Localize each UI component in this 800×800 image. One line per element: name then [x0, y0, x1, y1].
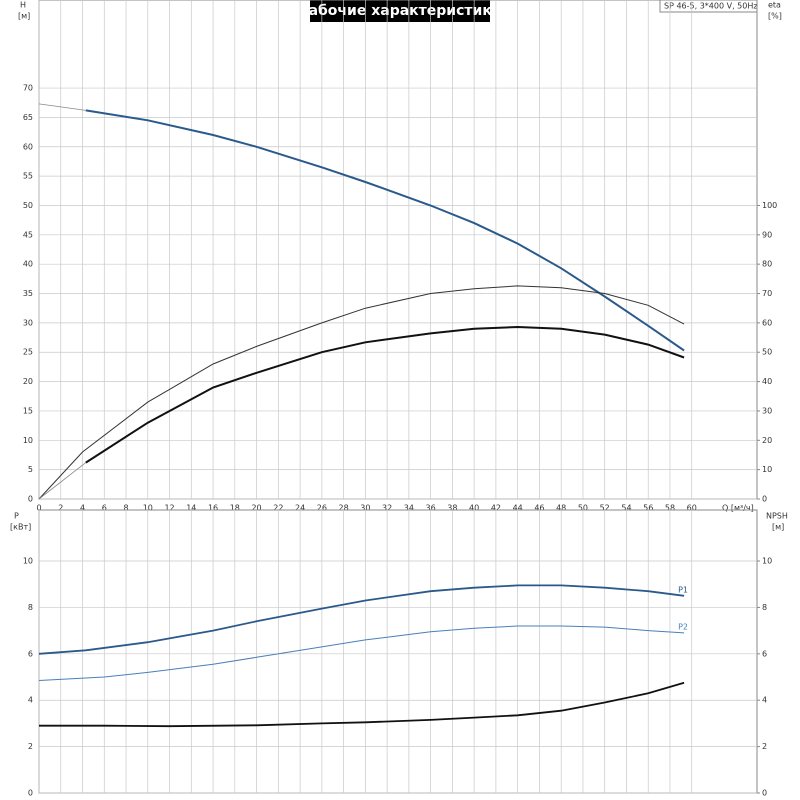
y-tick-label: 5 — [28, 465, 33, 474]
y2-tick-label: 100 — [762, 201, 777, 210]
x-tick-label: 24 — [295, 504, 305, 513]
y-tick-label: 10 — [23, 557, 33, 566]
x-tick-label: 38 — [447, 504, 457, 513]
y-tick-label: 8 — [28, 603, 33, 612]
curve — [38, 584, 685, 655]
x-tick-label: 32 — [382, 504, 392, 513]
x-tick-label: 6 — [102, 504, 107, 513]
y2-tick-label: 80 — [762, 260, 772, 269]
x-tick-label: 30 — [360, 504, 370, 513]
y-tick-label: 30 — [23, 318, 33, 327]
x-tick-label: 12 — [164, 504, 174, 513]
y-label: P — [14, 512, 19, 521]
y-label: H — [20, 1, 26, 10]
y-tick-label: 15 — [23, 406, 33, 415]
plot-area — [38, 509, 758, 794]
y2-tick-label: 40 — [762, 377, 772, 386]
x-tick-label: 50 — [578, 504, 588, 513]
model: SP 46-5, 3*400 V, 50Hz — [664, 2, 758, 11]
x-tick-label: 34 — [404, 504, 414, 513]
y2-tick-label: 0 — [762, 495, 767, 504]
y2-tick-label: 10 — [762, 557, 772, 566]
title-box — [310, 0, 490, 22]
y-tick-label: 35 — [23, 289, 33, 298]
y-tick-label: 50 — [23, 201, 33, 210]
curve — [85, 325, 685, 464]
y-tick-label: 40 — [23, 260, 33, 269]
y2-tick-label: 20 — [762, 436, 772, 445]
y2-tick-label: 10 — [762, 465, 772, 474]
series-label: P1 — [678, 585, 688, 594]
y-tick-label: 70 — [23, 84, 33, 93]
y2-unit: [м] — [772, 523, 784, 532]
y-tick-label: 25 — [23, 348, 33, 357]
y2-tick-label: 4 — [762, 696, 767, 705]
y-tick-label: 4 — [28, 696, 33, 705]
x-tick-label: 8 — [123, 504, 128, 513]
y-tick-label: 6 — [28, 649, 33, 658]
x-label: Q [м³/ч] — [722, 504, 754, 513]
x-tick-label: 58 — [665, 504, 675, 513]
y2-tick-label: 70 — [762, 289, 772, 298]
y-tick-label: 0 — [28, 495, 33, 504]
y2-unit: [%] — [768, 12, 782, 21]
y2-tick-label: 6 — [762, 649, 767, 658]
y-tick-label: 60 — [23, 142, 33, 151]
series-label: P2 — [678, 622, 688, 631]
x-tick-label: 22 — [273, 504, 283, 513]
x-tick-label: 46 — [534, 504, 544, 513]
y-tick-label: 0 — [28, 789, 33, 798]
x-tick-label: 54 — [621, 504, 631, 513]
x-tick-label: 44 — [513, 504, 523, 513]
curve — [38, 285, 685, 500]
x-tick-label: 56 — [643, 504, 653, 513]
x-tick-label: 20 — [251, 504, 261, 513]
x-tick-label: 48 — [556, 504, 566, 513]
chart-title: Рабочие характеристики — [298, 3, 501, 19]
y-unit: [кВт] — [10, 523, 31, 532]
curve — [39, 681, 685, 728]
x-tick-label: 40 — [469, 504, 479, 513]
curve — [85, 109, 685, 352]
y-unit: [м] — [18, 12, 30, 21]
y2-tick-label: 0 — [762, 789, 767, 798]
x-tick-label: 14 — [186, 504, 196, 513]
y2-tick-label: 50 — [762, 348, 772, 357]
x-tick-label: 16 — [208, 504, 218, 513]
y-tick-label: 2 — [28, 742, 33, 751]
y-tick-label: 10 — [23, 436, 33, 445]
y-tick-label: 65 — [23, 113, 33, 122]
x-tick-label: 4 — [80, 504, 85, 513]
curve — [38, 103, 86, 111]
y2-tick-label: 2 — [762, 742, 767, 751]
x-tick-label: 26 — [317, 504, 327, 513]
x-tick-label: 18 — [230, 504, 240, 513]
y-tick-label: 45 — [23, 230, 33, 239]
y2-tick-label: 90 — [762, 230, 772, 239]
curve — [38, 625, 685, 681]
y2-tick-label: 60 — [762, 318, 772, 327]
y2-label: eta — [768, 1, 781, 10]
x-tick-label: 36 — [426, 504, 436, 513]
y2-tick-label: 8 — [762, 603, 767, 612]
x-tick-label: 42 — [491, 504, 501, 513]
y-tick-label: 20 — [23, 377, 33, 386]
y2-tick-label: 30 — [762, 406, 772, 415]
curve — [38, 462, 87, 500]
y-tick-label: 55 — [23, 172, 33, 181]
x-tick-label: 10 — [143, 504, 153, 513]
x-tick-label: 28 — [339, 504, 349, 513]
y2-label: NPSH — [766, 512, 788, 521]
x-tick-label: 60 — [687, 504, 697, 513]
x-tick-label: 52 — [600, 504, 610, 513]
x-tick-label: 0 — [36, 504, 41, 513]
x-tick-label: 2 — [58, 504, 63, 513]
